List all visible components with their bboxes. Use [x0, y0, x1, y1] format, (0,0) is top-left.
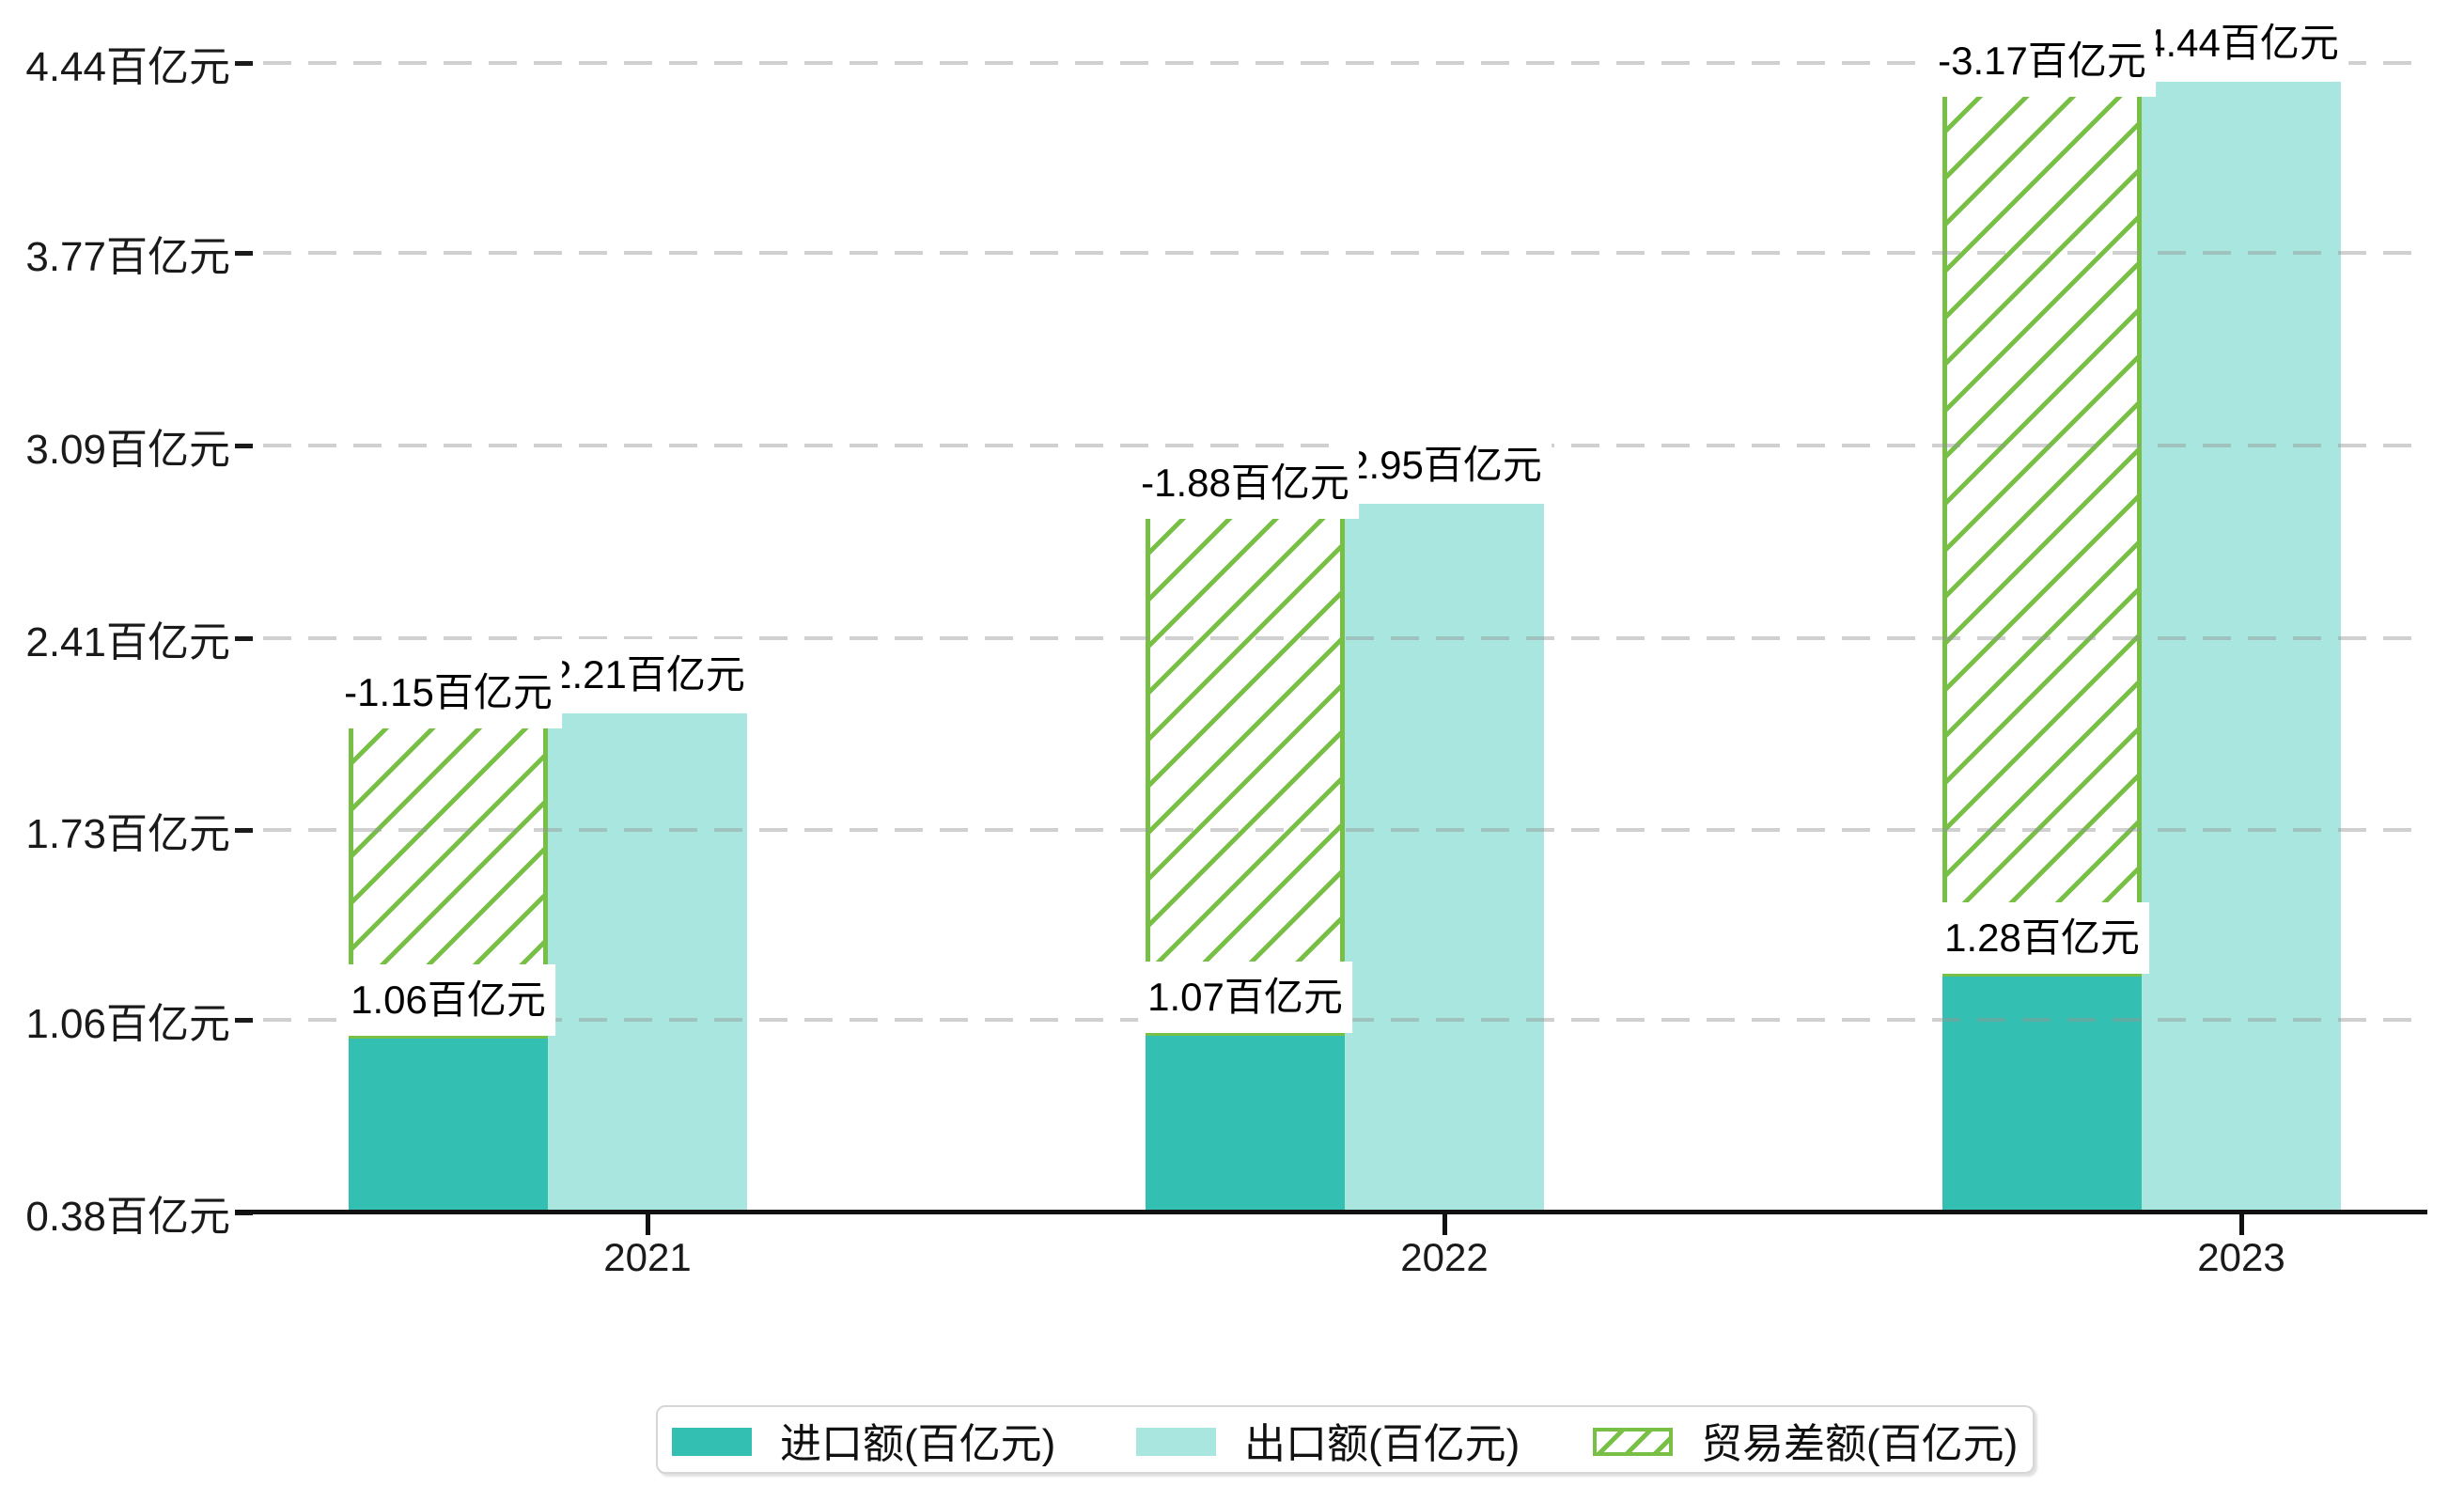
gridline-4.44 — [263, 61, 2425, 66]
y-axis-label-3.77: 3.77百亿元 — [25, 233, 230, 280]
y-axis-tick-3.77 — [235, 250, 253, 256]
legend-label-export: 出口额(百亿元) — [1244, 1420, 1521, 1467]
trade-balance-bar-2022 — [1146, 503, 1345, 1037]
import-value-label-2022: 1.07百亿元 — [1138, 962, 1352, 1034]
import-bar-2023 — [1942, 976, 2142, 1213]
y-axis-label-1.73: 1.73百亿元 — [25, 811, 230, 858]
import-bar-2021 — [349, 1039, 548, 1213]
x-axis-label-2023: 2023 — [2197, 1235, 2285, 1279]
y-axis-tick-3.09 — [235, 443, 253, 448]
legend-swatch-trade-balance — [1593, 1428, 1673, 1456]
legend-label-trade-balance: 贸易差额(百亿元) — [1701, 1420, 2019, 1467]
y-axis-label-2.41: 2.41百亿元 — [25, 618, 230, 665]
x-axis-label-2021: 2021 — [603, 1235, 692, 1279]
trade-balance-value-label-2023: -3.17百亿元 — [1928, 25, 2156, 98]
y-axis-label-3.09: 3.09百亿元 — [25, 426, 230, 473]
export-value-label-2023: 4.44百亿元 — [2134, 8, 2348, 80]
export-bar-2021 — [548, 712, 747, 1213]
import-bar-2022 — [1146, 1036, 1345, 1213]
trade-balance-value-label-2022: -1.88百亿元 — [1131, 446, 1359, 519]
export-value-label-2021: 2.21百亿元 — [540, 638, 755, 711]
export-value-label-2022: 2.95百亿元 — [1337, 429, 1552, 501]
export-bar-2022 — [1345, 503, 1544, 1213]
export-bar-2023 — [2142, 82, 2341, 1213]
x-axis-tick-2022 — [1443, 1214, 1447, 1235]
import-value-label-2021: 1.06百亿元 — [341, 964, 555, 1037]
y-axis-tick-1.06 — [235, 1018, 253, 1024]
y-axis-label-0.38: 0.38百亿元 — [25, 1194, 230, 1240]
x-axis-tick-2023 — [2239, 1214, 2244, 1235]
x-axis-label-2022: 2022 — [1400, 1235, 1489, 1279]
y-axis-tick-2.41 — [235, 635, 253, 641]
y-axis-label-4.44: 4.44百亿元 — [25, 44, 230, 91]
gridline-2.41 — [263, 635, 2425, 640]
legend-label-import: 进口额(百亿元) — [780, 1420, 1056, 1467]
x-axis-tick-2021 — [646, 1214, 650, 1235]
y-axis-tick-4.44 — [235, 61, 253, 67]
trade-balance-value-label-2021: -1.15百亿元 — [335, 656, 562, 728]
import-value-label-2023: 1.28百亿元 — [1935, 901, 2149, 974]
gridline-3.77 — [263, 250, 2425, 255]
chart-legend: 进口额(百亿元) 出口额(百亿元) 贸易差额(百亿元) — [656, 1405, 2035, 1474]
gridline-1.73 — [263, 828, 2425, 833]
y-axis-label-1.06: 1.06百亿元 — [25, 1001, 230, 1048]
legend-swatch-export — [1136, 1428, 1216, 1456]
y-axis-tick-1.73 — [235, 828, 253, 834]
x-axis-line — [235, 1210, 2427, 1214]
legend-swatch-import — [672, 1428, 752, 1456]
